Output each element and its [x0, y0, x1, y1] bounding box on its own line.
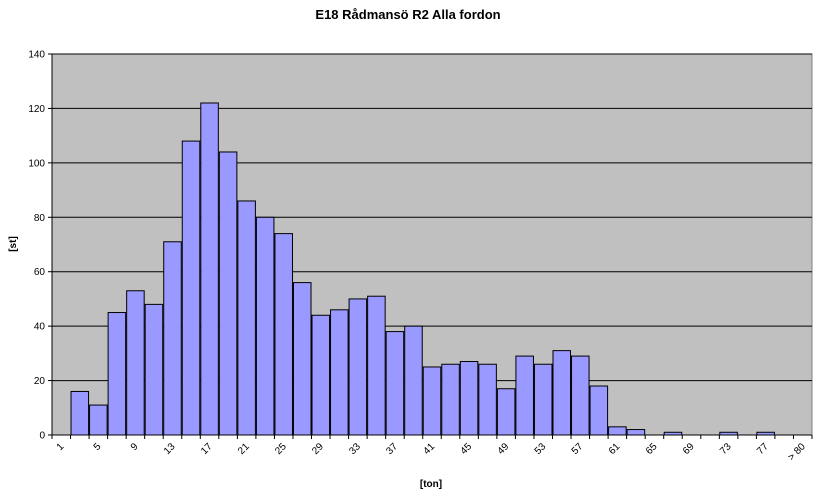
bar	[181, 140, 201, 436]
x-tick-label: 65	[644, 441, 660, 457]
bar	[126, 290, 145, 436]
y-ticks: 0 20 40 60 80 100 120 140	[28, 50, 52, 442]
bar	[552, 350, 572, 436]
bar	[274, 233, 293, 436]
bar	[70, 390, 90, 436]
bar	[367, 295, 386, 436]
x-tick-label: 5	[92, 441, 104, 453]
x-tick-label: 53	[533, 441, 549, 457]
bar	[459, 361, 479, 436]
x-ticks: 1 5 9 13 17 21 25 29 33 37 41 45 49 53 57 61 65 69 73 77 > 8…	[51, 435, 813, 463]
y-tick-label: 140	[28, 50, 45, 61]
x-tick-label: 61	[607, 441, 623, 457]
bar	[533, 363, 553, 436]
bar	[348, 298, 368, 436]
bar	[626, 429, 646, 436]
bars	[70, 102, 775, 436]
chart-title: E18 Rådmansö R2 Alla fordon	[315, 7, 500, 22]
bar	[107, 312, 127, 436]
bar	[218, 151, 238, 436]
x-tick-label: 77	[755, 441, 771, 457]
x-tick-label: 17	[199, 441, 215, 457]
bar	[255, 216, 275, 436]
y-axis-label: [st]	[8, 236, 19, 252]
bar	[89, 404, 108, 436]
x-tick-label: 37	[384, 441, 400, 457]
bar	[292, 282, 312, 436]
y-tick-label: 60	[34, 267, 46, 278]
bar	[496, 388, 516, 436]
x-tick-label: 21	[236, 441, 252, 457]
x-tick-label: 33	[347, 441, 363, 457]
x-axis-label: [ton]	[420, 479, 442, 490]
x-tick-label: 57	[570, 441, 586, 457]
x-tick-label: 29	[310, 441, 326, 457]
y-tick-label: 120	[28, 104, 45, 115]
bar	[404, 325, 423, 436]
bar	[200, 102, 219, 436]
x-tick-label: 25	[273, 441, 289, 457]
y-tick-label: 80	[34, 213, 46, 224]
bar	[515, 355, 534, 436]
bar	[422, 366, 442, 436]
bar	[441, 363, 460, 436]
y-tick-label: 40	[34, 322, 46, 333]
bar	[478, 363, 497, 436]
bar	[330, 309, 349, 436]
y-tick-label: 100	[28, 158, 45, 169]
bar	[571, 355, 590, 436]
bar	[589, 385, 609, 436]
x-tick-label: 73	[718, 441, 734, 457]
x-tick-label: 45	[459, 441, 475, 457]
y-tick-label: 20	[34, 376, 46, 387]
bar	[144, 303, 164, 436]
x-tick-label: 49	[496, 441, 512, 457]
bar	[163, 241, 182, 436]
bar	[385, 331, 405, 436]
x-tick-label: 13	[162, 441, 178, 457]
y-tick-label: 0	[39, 431, 45, 442]
bar	[311, 314, 331, 436]
x-tick-label: 1	[55, 441, 67, 453]
x-tick-label: 41	[421, 441, 437, 457]
bar	[237, 200, 256, 436]
bar	[608, 426, 627, 436]
x-tick-label: 9	[129, 441, 141, 453]
x-tick-label: 69	[681, 441, 697, 457]
x-tick-label: > 80	[786, 441, 808, 463]
